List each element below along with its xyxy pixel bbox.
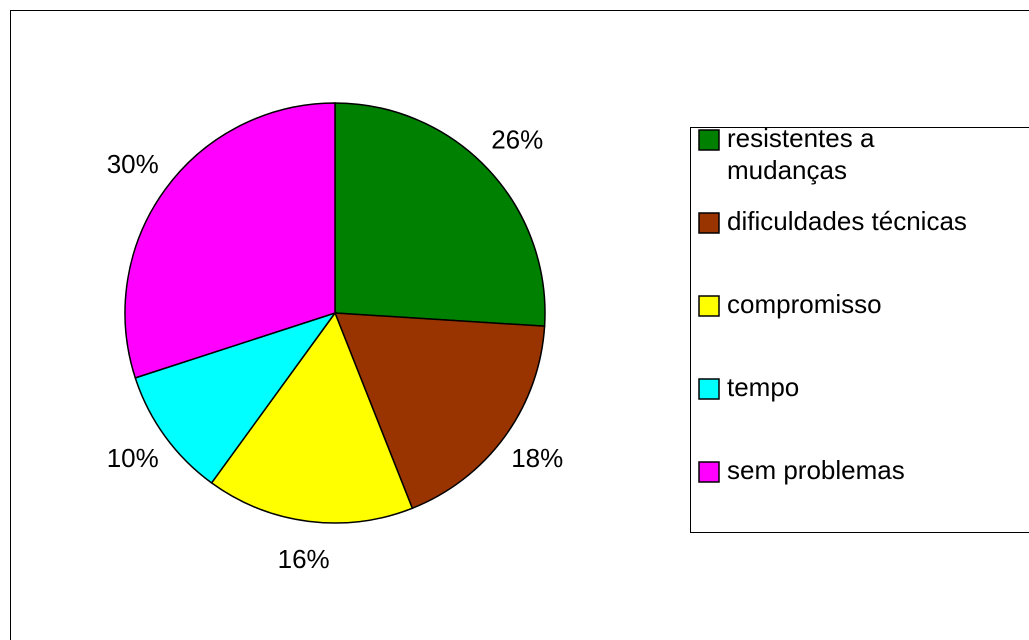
legend-swatch	[698, 461, 720, 483]
legend-label: tempo	[727, 372, 799, 402]
data-label: 10%	[107, 443, 159, 473]
legend-label: dificuldades técnicas	[727, 206, 967, 236]
data-label: 30%	[107, 149, 159, 179]
pie-slice	[134, 311, 337, 484]
data-label: 16%	[278, 544, 330, 574]
legend-label: compromisso	[727, 289, 882, 319]
legend-box	[690, 127, 1029, 533]
pie-slice	[334, 102, 546, 327]
legend-label: resistentes a mudanças	[727, 123, 875, 185]
data-label: 18%	[511, 443, 563, 473]
legend-label: sem problemas	[727, 455, 905, 485]
legend-swatch	[698, 295, 720, 317]
pie-slice	[124, 102, 336, 379]
legend-swatch	[698, 129, 720, 151]
pie-slice	[210, 311, 414, 524]
pie-slice	[333, 312, 546, 510]
data-label: 26%	[491, 125, 543, 155]
legend-swatch	[698, 212, 720, 234]
legend-swatch	[698, 378, 720, 400]
